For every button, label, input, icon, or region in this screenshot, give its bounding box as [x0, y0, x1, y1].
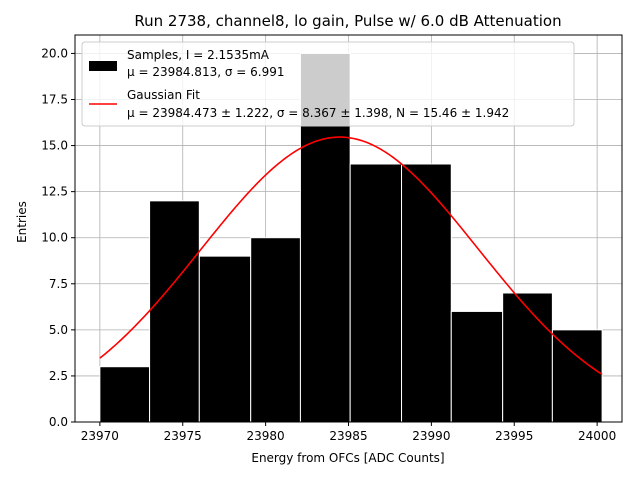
- y-tick-label: 15.0: [41, 139, 68, 153]
- legend-box: [81, 41, 575, 127]
- histogram-bar: [250, 237, 301, 423]
- histogram-bar: [99, 366, 151, 423]
- histogram-bar: [551, 329, 603, 423]
- y-tick-label: 17.5: [41, 93, 68, 107]
- histogram-bar: [401, 163, 452, 423]
- x-tick-label: 23995: [495, 429, 533, 443]
- y-tick-label: 0.0: [49, 415, 68, 429]
- y-tick-label: 12.5: [41, 185, 68, 199]
- axes: 23970 23975 23980 23985 23990 23995 24000 0.0 2.…: [41, 34, 623, 443]
- legend-samples-patch: [89, 61, 117, 71]
- y-tick-label: 2.5: [49, 369, 68, 383]
- x-tick-label: 23980: [247, 429, 285, 443]
- x-tick-label: 24000: [578, 429, 616, 443]
- gaussian-fit-curve: [99, 136, 603, 376]
- y-axis-label: Entries: [15, 201, 29, 243]
- histogram-bar: [198, 255, 252, 423]
- legend-fit-line1: Gaussian Fit: [127, 88, 200, 102]
- y-tick-label: 10.0: [41, 231, 68, 245]
- histogram-bar: [149, 200, 200, 423]
- x-axis-label: Energy from OFCs [ADC Counts]: [251, 451, 444, 465]
- legend-fit-line2: μ = 23984.473 ± 1.222, σ = 8.367 ± 1.398…: [127, 106, 509, 120]
- legend-samples-line2: μ = 23984.813, σ = 6.991: [127, 65, 284, 79]
- x-tick-label: 23975: [164, 429, 202, 443]
- histogram-bar: [450, 310, 504, 423]
- x-tick-label: 23970: [81, 429, 119, 443]
- y-tick-label: 5.0: [49, 323, 68, 337]
- histogram-bar: [502, 292, 553, 423]
- histogram-bar: [349, 163, 403, 423]
- x-tick-label: 23985: [329, 429, 367, 443]
- legend-samples-line1: Samples, I = 2.1535mA: [127, 48, 270, 62]
- y-tick-label: 7.5: [49, 277, 68, 291]
- y-tick-label: 20.0: [41, 46, 68, 60]
- legend: Samples, I = 2.1535mA μ = 23984.813, σ =…: [81, 41, 575, 127]
- chart-title: Run 2738, channel8, lo gain, Pulse w/ 6.…: [134, 12, 561, 30]
- x-tick-label: 23990: [412, 429, 450, 443]
